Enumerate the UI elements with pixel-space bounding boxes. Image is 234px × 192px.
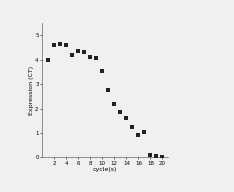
Point: [136, 134, 140, 137]
Point: [94, 57, 98, 60]
Point: [143, 130, 146, 133]
Point: [64, 44, 68, 47]
Point: [52, 44, 56, 47]
X-axis label: cycle(s): cycle(s): [93, 167, 117, 172]
Point: [124, 117, 128, 120]
Point: [131, 125, 134, 128]
Point: [76, 50, 80, 53]
Point: [70, 53, 74, 56]
Point: [118, 111, 122, 114]
Point: [161, 155, 164, 158]
Point: [149, 154, 152, 157]
Point: [58, 42, 62, 45]
Y-axis label: Expression (CT): Expression (CT): [29, 66, 34, 115]
Point: [155, 155, 158, 158]
Point: [100, 69, 104, 72]
Point: [46, 58, 50, 61]
Point: [113, 102, 116, 105]
Point: [106, 89, 110, 92]
Point: [88, 56, 92, 59]
Point: [82, 51, 86, 54]
